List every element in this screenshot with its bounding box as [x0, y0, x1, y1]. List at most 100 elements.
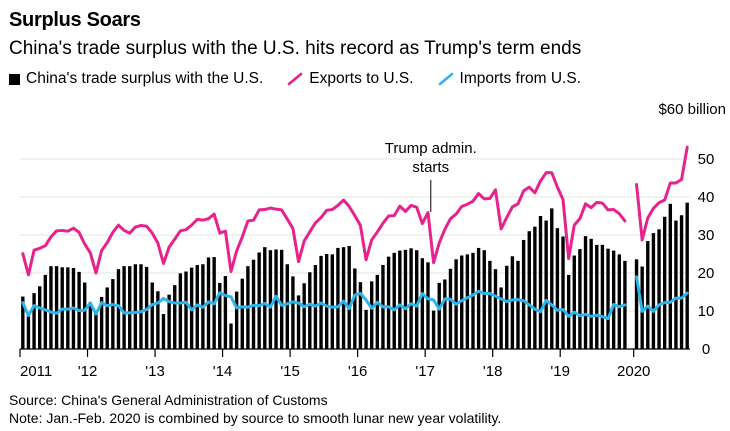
bar-surplus-4 [43, 274, 48, 349]
bar-surplus-93 [544, 220, 548, 349]
chart-subtitle: China's trade surplus with the U.S. hits… [9, 38, 582, 59]
bar-surplus-90 [527, 231, 531, 349]
bar-surplus-14 [99, 296, 104, 349]
x-tick-label-1: '12 [78, 363, 98, 380]
bar-surplus-0 [21, 296, 25, 349]
bar-surplus-85 [499, 287, 503, 349]
x-tick-label-3: '14 [213, 363, 233, 380]
y-tick-label-0: 0 [702, 341, 710, 358]
bar-surplus-111 [651, 233, 656, 349]
bar-surplus-108 [634, 259, 639, 349]
annotation-text-0: Trump admin. [385, 140, 477, 157]
legend-item-surplus: China's trade surplus with the U.S. [9, 70, 263, 88]
bar-surplus-99 [578, 249, 582, 349]
bar-surplus-73 [431, 310, 436, 349]
bar-surplus-18 [122, 266, 126, 349]
chart-source: Source: China's General Administration o… [9, 392, 328, 408]
bar-surplus-55 [330, 254, 334, 349]
bar-surplus-61 [364, 309, 368, 349]
bar-surplus-60 [358, 282, 363, 349]
bar-surplus-29 [184, 271, 188, 349]
bar-surplus-65 [386, 256, 391, 349]
bar-surplus-59 [353, 268, 357, 349]
legend-swatch-surplus [9, 73, 20, 85]
x-tick-label-7: '18 [483, 363, 503, 380]
bar-surplus-62 [370, 281, 374, 349]
bar-surplus-11 [83, 282, 87, 349]
bar-surplus-31 [195, 265, 199, 349]
bar-surplus-95 [555, 228, 560, 349]
legend-label-exports: Exports to U.S. [309, 70, 414, 87]
bar-surplus-67 [398, 250, 402, 349]
legend-label-surplus: China's trade surplus with the U.S. [26, 70, 264, 87]
bar-surplus-75 [443, 279, 447, 349]
bar-surplus-23 [150, 282, 154, 349]
bar-surplus-83 [488, 260, 492, 349]
bar-surplus-47 [285, 264, 289, 349]
legend-label-imports: Imports from U.S. [459, 70, 581, 87]
bar-surplus-57 [341, 247, 346, 349]
bar-surplus-15 [105, 287, 109, 349]
bar-surplus-25 [161, 314, 166, 349]
bar-surplus-66 [392, 252, 396, 349]
line-imports-segment-1 [635, 275, 689, 313]
legend-item-imports: Imports from U.S. [438, 70, 581, 88]
bar-surplus-58 [347, 246, 351, 349]
x-tick-label-2: '13 [145, 363, 165, 380]
bar-surplus-117 [685, 202, 689, 349]
bar-surplus-69 [409, 248, 413, 349]
annotation-text-1: starts [412, 159, 449, 176]
bar-surplus-20 [133, 264, 138, 349]
bar-surplus-110 [646, 241, 650, 349]
x-tick-label-0: 2011 [20, 363, 52, 380]
bar-surplus-91 [533, 226, 537, 349]
y-unit-label: $60 billion [658, 101, 726, 118]
chart-legend: China's trade surplus with the U.S. Expo… [9, 70, 605, 88]
bar-surplus-48 [291, 276, 295, 349]
y-tick-label-40: 40 [698, 189, 715, 206]
bar-surplus-76 [448, 268, 453, 349]
bar-surplus-56 [336, 247, 340, 349]
bar-surplus-80 [471, 252, 475, 349]
bar-surplus-92 [538, 216, 543, 349]
bar-surplus-44 [268, 250, 273, 349]
legend-swatch-exports [287, 72, 303, 86]
bar-surplus-50 [302, 283, 306, 349]
bar-surplus-84 [493, 269, 498, 349]
line-exports-segment-1 [635, 145, 689, 242]
bar-surplus-115 [674, 220, 678, 349]
bar-surplus-87 [510, 256, 515, 349]
x-tick-label-8: '19 [550, 363, 570, 380]
bar-surplus-24 [156, 291, 160, 349]
bar-surplus-106 [617, 254, 621, 349]
bar-surplus-74 [437, 282, 441, 349]
bar-surplus-49 [296, 295, 301, 349]
bar-surplus-113 [662, 216, 667, 349]
bar-surplus-112 [657, 229, 661, 349]
bar-surplus-42 [257, 252, 261, 349]
bar-surplus-35 [218, 282, 222, 349]
bar-surplus-2 [32, 293, 36, 349]
bar-surplus-6 [54, 266, 59, 349]
bar-surplus-114 [668, 203, 672, 349]
bar-surplus-54 [324, 254, 329, 349]
x-tick-label-4: '15 [280, 363, 300, 380]
chart-note: Note: Jan.-Feb. 2020 is combined by sour… [9, 410, 502, 426]
bar-surplus-79 [465, 254, 470, 349]
bar-surplus-12 [88, 302, 93, 349]
bar-surplus-5 [49, 266, 53, 349]
bar-surplus-70 [415, 250, 419, 349]
bar-surplus-36 [223, 276, 228, 349]
bar-surplus-96 [561, 236, 565, 349]
bar-surplus-105 [611, 250, 616, 349]
bar-surplus-17 [116, 269, 121, 349]
legend-swatch-imports [438, 72, 453, 86]
y-tick-label-20: 20 [698, 265, 715, 282]
bar-surplus-71 [420, 258, 425, 349]
x-tick-label-5: '16 [348, 363, 368, 380]
bar-surplus-81 [476, 247, 481, 349]
bar-surplus-43 [263, 247, 267, 349]
bar-surplus-94 [550, 208, 554, 349]
bar-surplus-21 [139, 264, 143, 349]
